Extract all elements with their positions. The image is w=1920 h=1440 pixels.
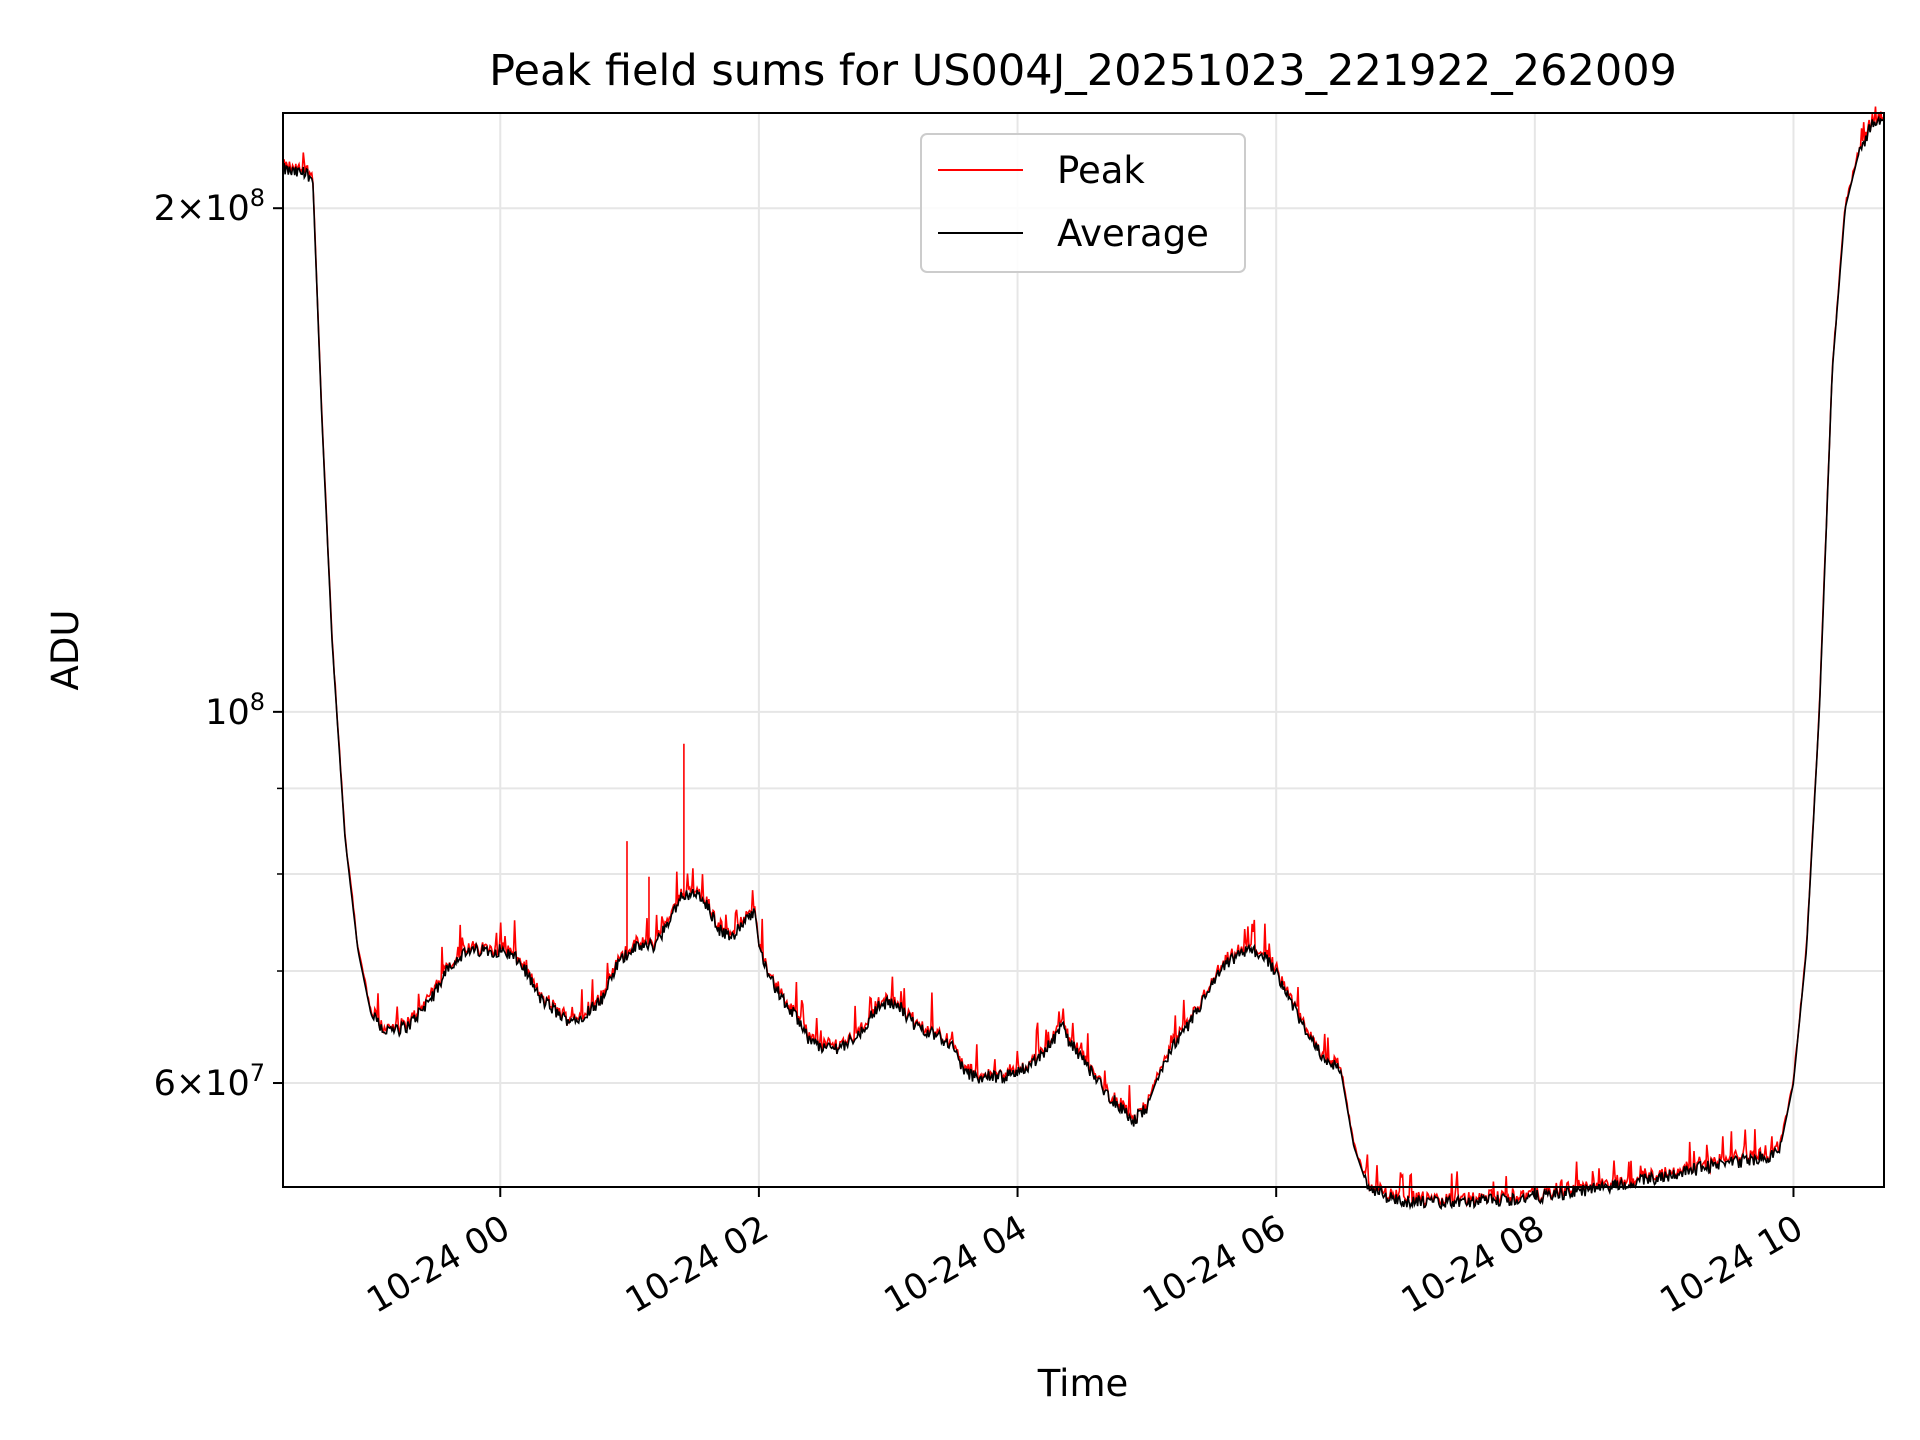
legend-peak-label: Peak xyxy=(1057,149,1145,192)
legend-average-label: Average xyxy=(1057,212,1209,255)
series-layer xyxy=(282,106,1885,1211)
plot-frame xyxy=(282,112,1885,1188)
y-tick-label: 108 xyxy=(205,688,265,733)
chart-title: Peak field sums for US004J_20251023_2219… xyxy=(489,46,1677,96)
legend: Peak Average xyxy=(920,133,1246,273)
y-tick-label: 6×107 xyxy=(154,1059,265,1104)
y-tick-label: 2×108 xyxy=(154,184,265,229)
average-series-line xyxy=(282,115,1885,1211)
legend-box xyxy=(920,133,1246,273)
x-axis-label: Time xyxy=(1037,1362,1129,1405)
grid-layer xyxy=(283,113,1884,1187)
y-axis-label: ADU xyxy=(44,610,87,691)
